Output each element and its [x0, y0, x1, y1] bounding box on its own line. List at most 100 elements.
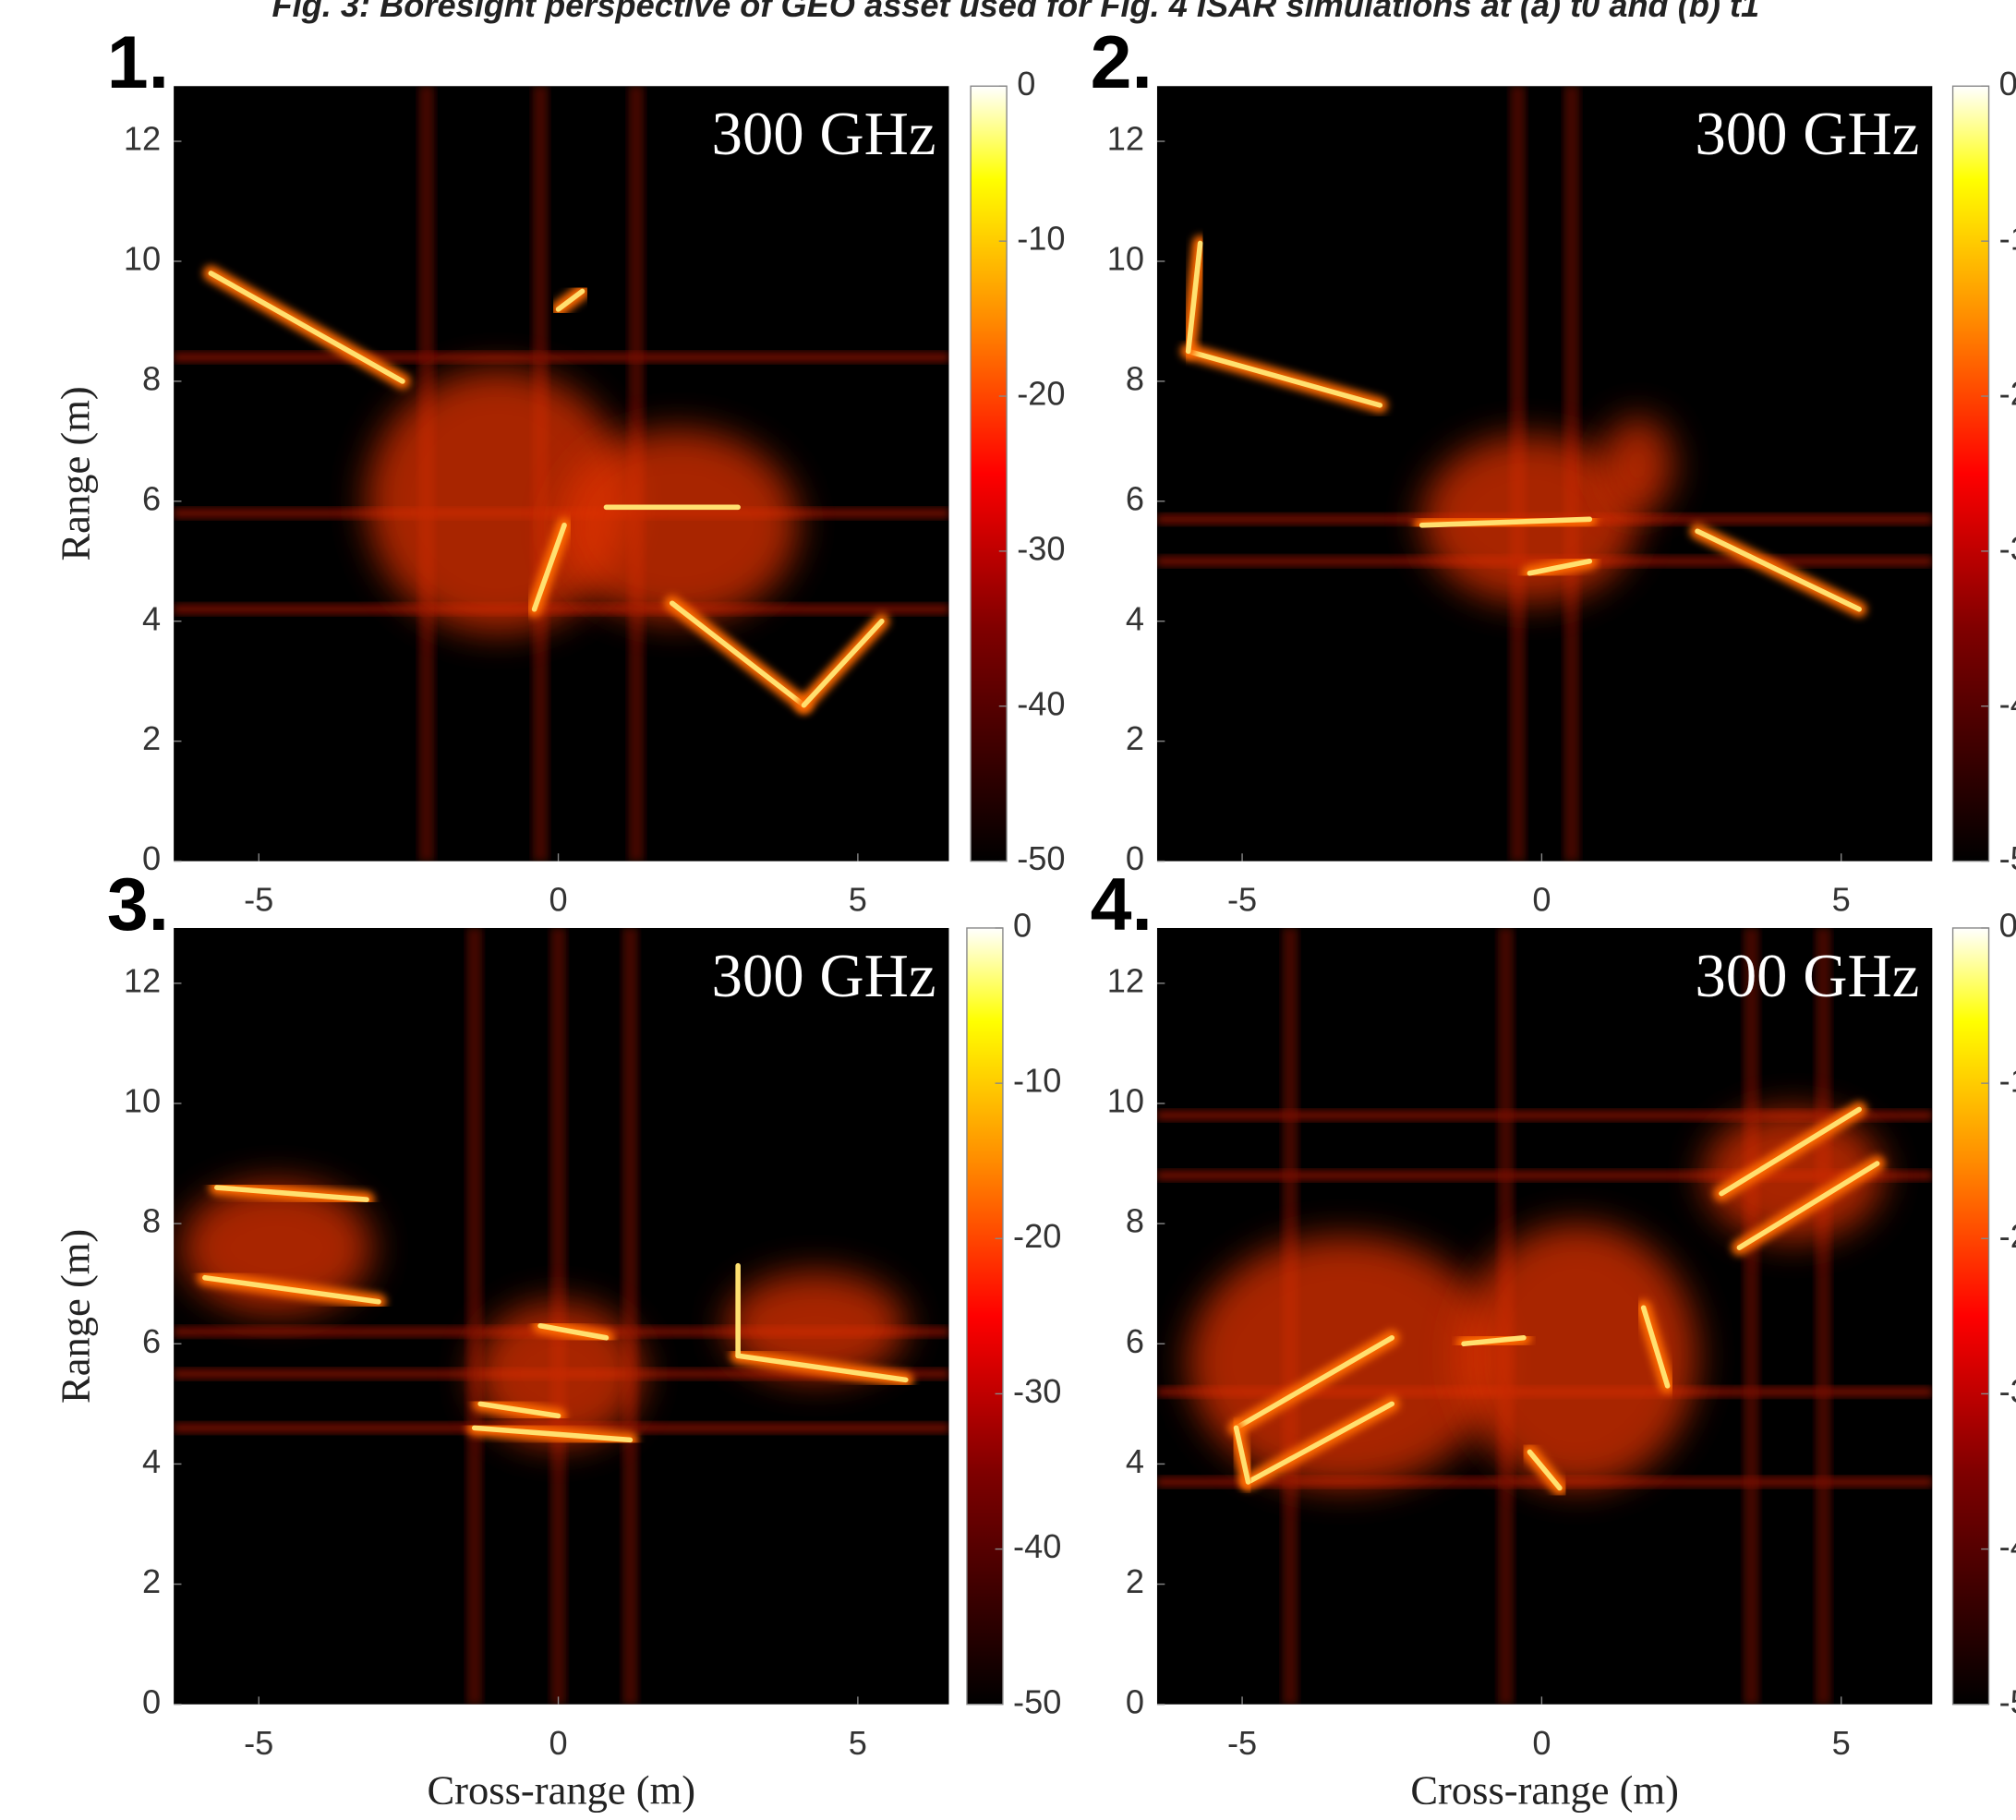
colorbar-tick-label: 0 — [1999, 907, 2016, 945]
x-tick-label: 0 — [1532, 1724, 1551, 1762]
edge — [1736, 1161, 1880, 1250]
y-tick-label: 4 — [1126, 599, 1144, 637]
y-axis-label: Range (m) — [53, 386, 99, 560]
x-tick-label: 0 — [1532, 881, 1551, 919]
colorbar-tick-label: 0 — [1999, 65, 2016, 102]
x-axis-label: Cross-range (m) — [427, 1766, 695, 1813]
edge — [477, 1401, 561, 1419]
edge — [471, 1425, 634, 1443]
y-tick-label: 12 — [124, 961, 161, 999]
x-tick-label: 0 — [549, 881, 567, 919]
colorbar-tick-label: -30 — [1999, 1372, 2016, 1410]
edge — [801, 618, 885, 708]
y-tick-label: 4 — [142, 599, 161, 637]
edge — [1695, 528, 1862, 612]
colorbar-tick-label: -10 — [1017, 220, 1065, 258]
panel-label: 3. — [107, 863, 169, 946]
isar-image — [1156, 86, 1933, 862]
colorbar-tick-label: -40 — [1999, 1527, 2016, 1565]
x-tick-label: 5 — [849, 881, 867, 919]
y-tick-label: 10 — [1107, 1082, 1144, 1120]
edge — [208, 271, 405, 384]
annotation: 300 GHz — [712, 100, 936, 168]
colorbar-tick-label: -20 — [1999, 1217, 2016, 1255]
y-tick-label: 2 — [1126, 719, 1144, 757]
edge — [1418, 516, 1593, 528]
edge — [1185, 348, 1383, 408]
range-streak — [1156, 1110, 1933, 1121]
y-tick-label: 0 — [1126, 1682, 1144, 1720]
colorbar-tick-label: 0 — [1013, 907, 1032, 945]
y-tick-label: 4 — [1126, 1442, 1144, 1480]
edge — [1245, 1401, 1395, 1485]
colorbar-tick-label: -20 — [1013, 1217, 1061, 1255]
colorbar-tick-label: -50 — [1017, 839, 1065, 877]
edge — [531, 523, 567, 612]
colorbar — [966, 927, 1004, 1705]
colorbar — [970, 85, 1008, 862]
y-tick-label: 0 — [1126, 839, 1144, 877]
edge — [1233, 1334, 1395, 1431]
y-tick-label: 2 — [142, 1562, 161, 1600]
x-tick-label: -5 — [244, 1724, 273, 1762]
edge — [1233, 1425, 1251, 1485]
cross-streak — [1815, 927, 1831, 1705]
colorbar-tick-label: -30 — [1013, 1372, 1061, 1410]
annotation: 300 GHz — [712, 942, 936, 1010]
colorbar-tick-label: -50 — [1999, 839, 2016, 877]
colorbar-tick-label: -50 — [1999, 1682, 2016, 1720]
annotation: 300 GHz — [1695, 942, 1919, 1010]
scatter-cloud — [558, 429, 799, 621]
edge — [202, 1274, 381, 1305]
y-tick-label: 10 — [124, 240, 161, 278]
isar-image — [174, 927, 949, 1705]
cross-streak — [466, 927, 483, 1705]
y-tick-label: 12 — [1107, 120, 1144, 158]
scatter-cloud — [726, 1272, 906, 1380]
edge — [555, 288, 585, 312]
y-tick-label: 2 — [1126, 1562, 1144, 1600]
y-tick-label: 6 — [142, 1322, 161, 1360]
edge — [214, 1185, 369, 1202]
edge — [1719, 1106, 1862, 1197]
panel-label: 1. — [107, 21, 169, 104]
colorbar-tick-label: -10 — [1013, 1062, 1061, 1100]
colorbar — [1951, 927, 1990, 1705]
x-tick-label: -5 — [1227, 881, 1257, 919]
x-tick-label: 0 — [549, 1724, 567, 1762]
isar-image — [1156, 927, 1933, 1705]
colorbar-tick-label: -40 — [1999, 684, 2016, 722]
x-tick-label: -5 — [244, 881, 273, 919]
y-tick-label: 8 — [1126, 359, 1144, 397]
cross-streak — [1744, 927, 1759, 1705]
y-tick-label: 12 — [124, 120, 161, 158]
panel-label: 2. — [1091, 21, 1153, 104]
colorbar-tick-label: -50 — [1013, 1682, 1061, 1720]
y-axis-label: Range (m) — [53, 1229, 99, 1404]
edge — [735, 1353, 909, 1383]
y-tick-label: 10 — [1107, 240, 1144, 278]
scatter-cloud — [1457, 1223, 1698, 1489]
y-tick-label: 8 — [142, 1202, 161, 1240]
colorbar-tick-label: 0 — [1017, 65, 1035, 102]
y-tick-label: 8 — [1126, 1202, 1144, 1240]
panel-label: 4. — [1091, 863, 1153, 946]
colorbar-tick-label: -20 — [1999, 375, 2016, 413]
y-tick-label: 12 — [1107, 961, 1144, 999]
edge — [537, 1322, 610, 1341]
x-tick-label: 5 — [1832, 1724, 1851, 1762]
y-tick-label: 10 — [124, 1082, 161, 1120]
colorbar-tick-label: -10 — [1999, 1062, 2016, 1100]
colorbar-tick-label: -30 — [1999, 529, 2016, 567]
isar-image — [174, 86, 949, 862]
x-axis-label: Cross-range (m) — [1410, 1766, 1679, 1813]
y-tick-label: 8 — [142, 359, 161, 397]
y-tick-label: 2 — [142, 719, 161, 757]
y-tick-label: 4 — [142, 1442, 161, 1480]
colorbar-tick-label: -40 — [1013, 1527, 1061, 1565]
colorbar-tick-label: -20 — [1017, 375, 1065, 413]
